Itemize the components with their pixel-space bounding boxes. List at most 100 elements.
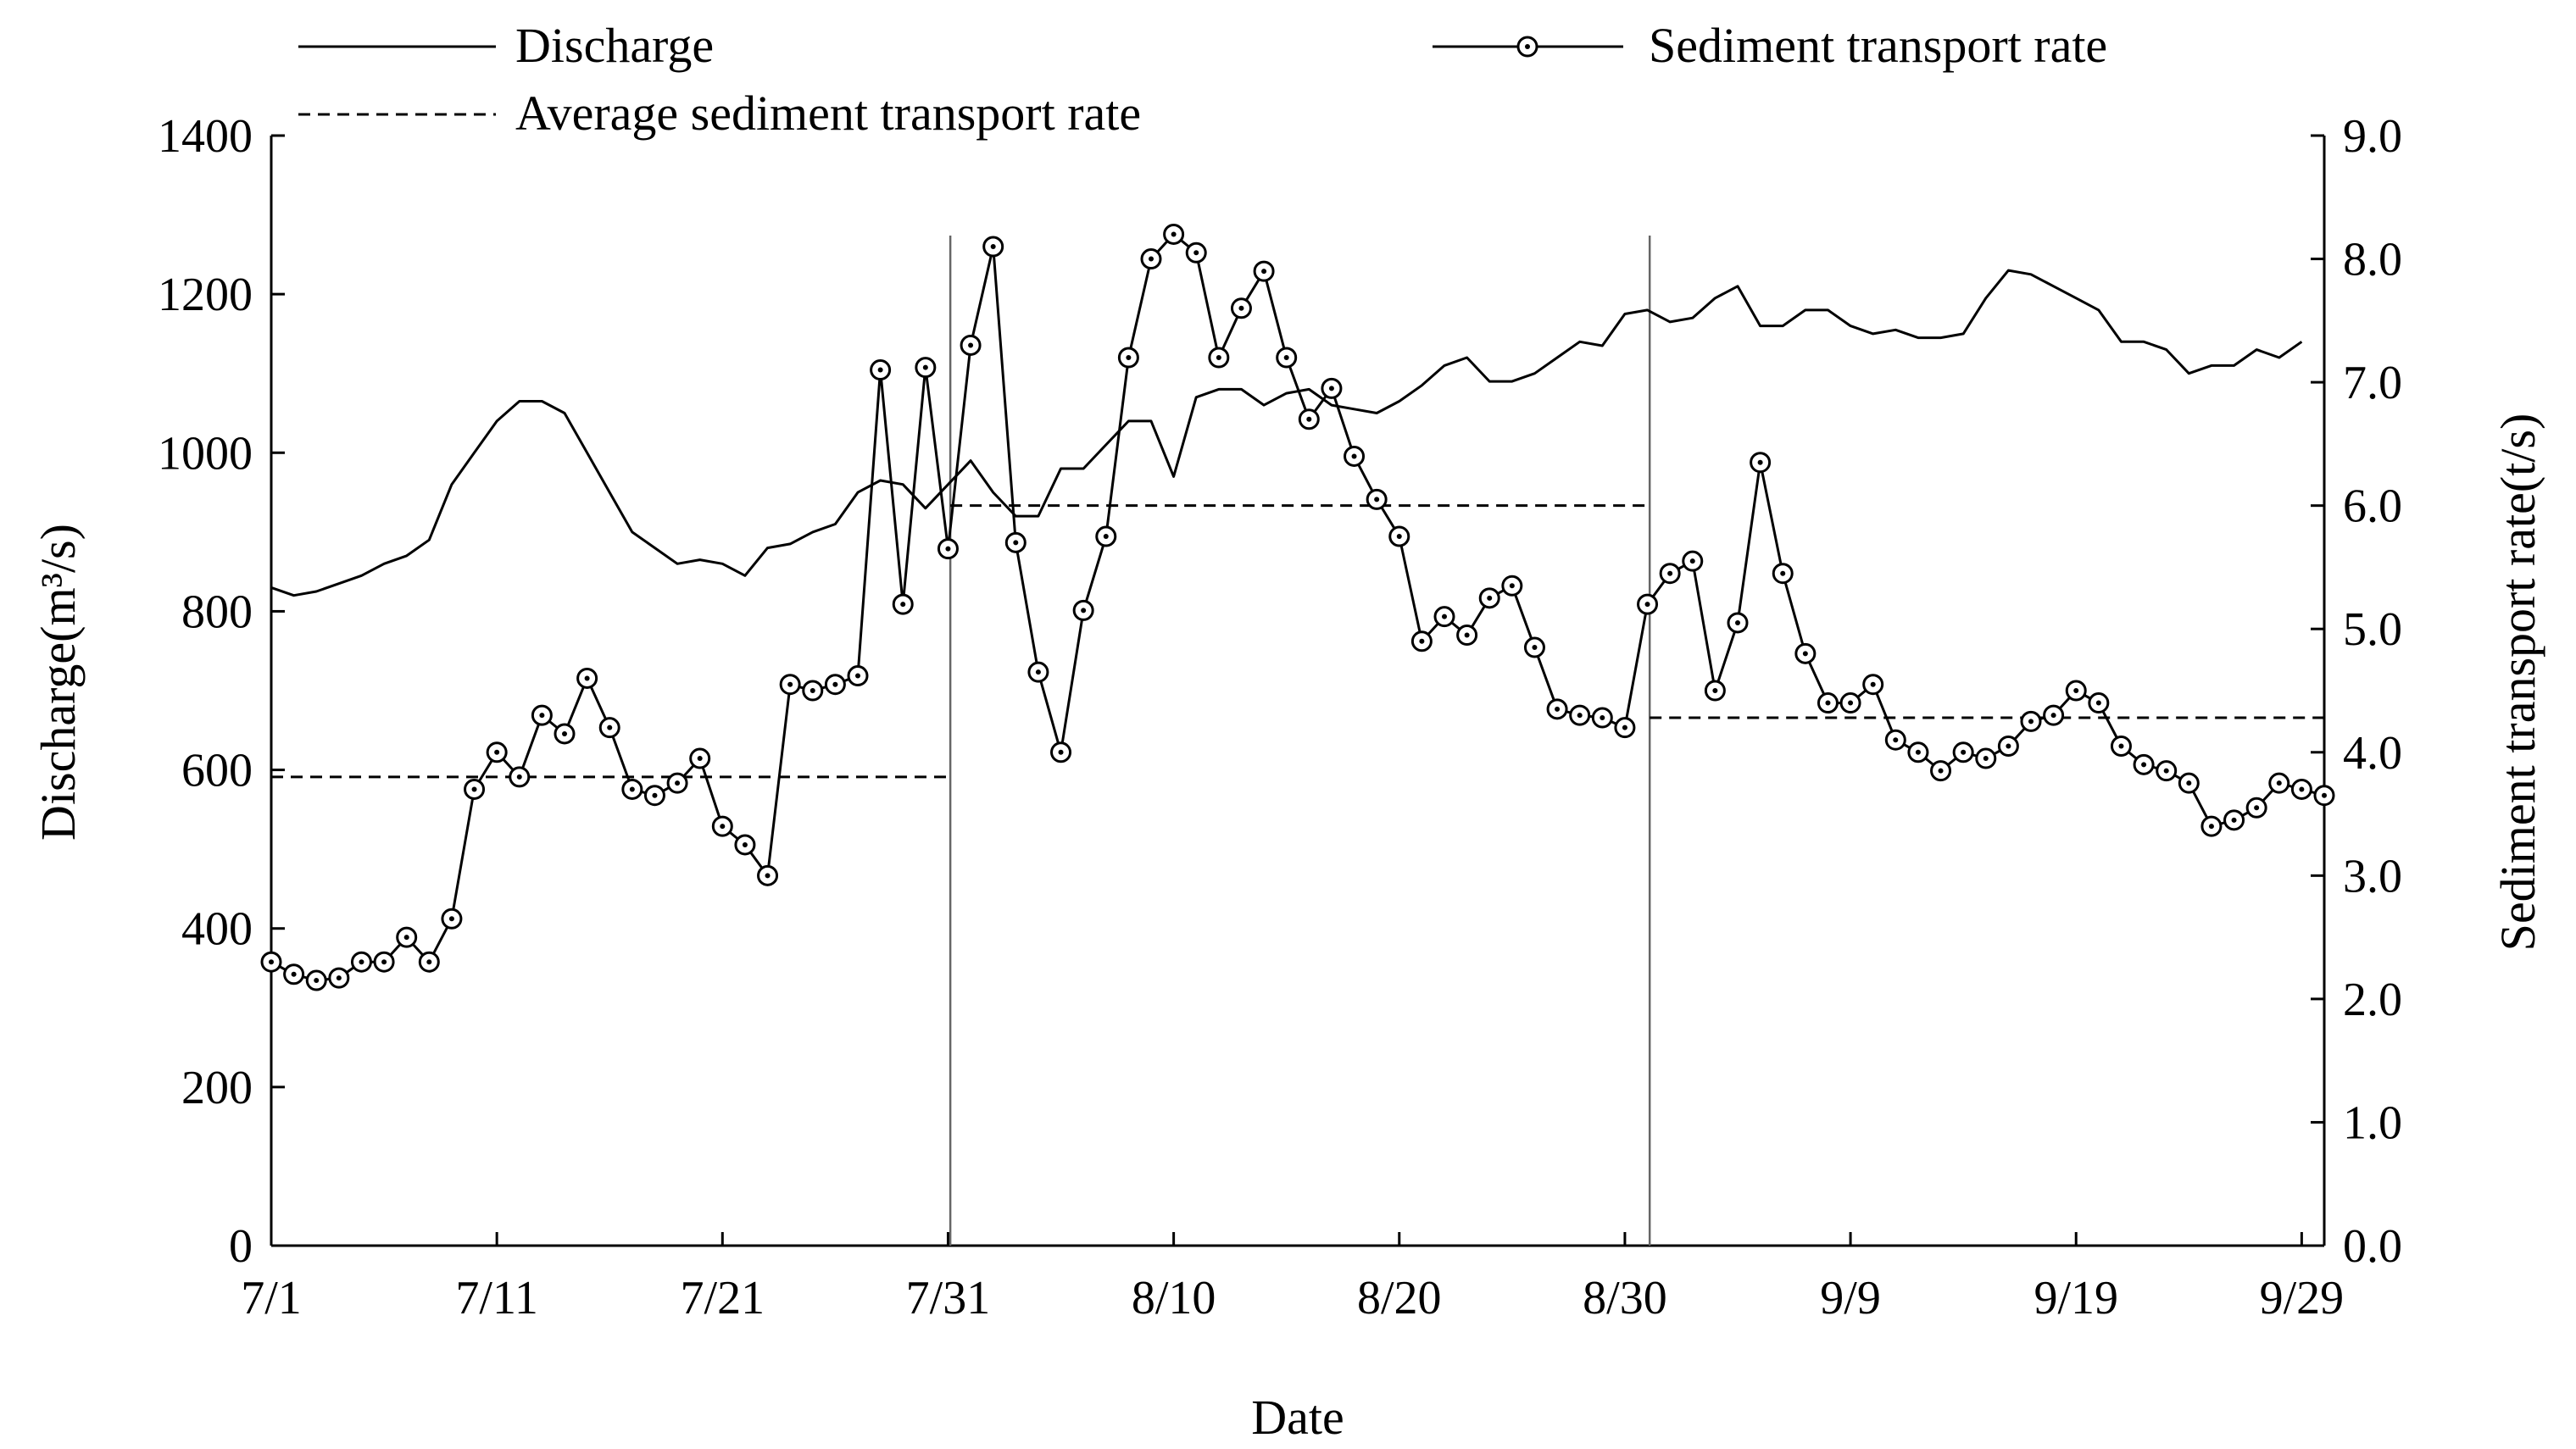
y-right-tick-label: 6.0 <box>2343 480 2402 533</box>
sediment-point <box>328 967 350 989</box>
sediment-point-center <box>426 959 432 965</box>
legend-sediment-marker-dot <box>1525 44 1530 49</box>
sediment-point <box>757 864 779 886</box>
sediment-point-center <box>1419 638 1425 644</box>
sediment-point-center <box>1870 681 1876 687</box>
sediment-point <box>1862 674 1884 696</box>
legend-sediment-label: Sediment transport rate <box>1649 18 2107 73</box>
average-sediment-lines <box>271 504 2324 779</box>
sediment-point-center <box>652 792 658 798</box>
sediment-point-center <box>1893 737 1899 743</box>
y-right-tick-label: 4.0 <box>2343 727 2402 780</box>
sediment-point <box>2200 815 2223 837</box>
sediment-point-center <box>855 673 860 679</box>
sediment-point-center <box>539 713 545 719</box>
sediment-point <box>2245 797 2267 819</box>
sediment-point <box>1952 741 1974 763</box>
y-right-axis-title: Sediment transport rate(t/s) <box>2490 414 2545 952</box>
sediment-point <box>870 359 892 381</box>
sediment-point-center <box>1013 540 1019 546</box>
sediment-point-center <box>403 935 409 941</box>
sediment-point <box>1772 563 1794 585</box>
x-tick-label: 9/9 <box>1820 1272 1881 1324</box>
sediment-point-center <box>675 780 681 786</box>
sediment-point-center <box>1938 768 1944 774</box>
y-right-tick-label: 7.0 <box>2343 357 2402 409</box>
sediment-point-center <box>1735 619 1740 625</box>
x-axis-title: Date <box>1251 1390 1344 1445</box>
sediment-point <box>1794 642 1817 664</box>
y-right-tick-label: 8.0 <box>2343 234 2402 286</box>
x-tick-label: 8/30 <box>1583 1272 1667 1324</box>
sediment-point <box>1569 704 1591 726</box>
sediment-point-center <box>2254 805 2260 811</box>
y-right-tick-label: 2.0 <box>2343 974 2402 1026</box>
sediment-point-center <box>1915 749 1921 755</box>
sediment-point <box>1704 680 1726 702</box>
sediment-point-center <box>1825 700 1831 706</box>
sediment-point-center <box>2208 824 2214 830</box>
y-left-tick-label: 0 <box>229 1220 253 1273</box>
sediment-point <box>531 704 553 726</box>
sediment-point-center <box>269 959 274 965</box>
sediment-point <box>1614 717 1636 739</box>
discharge-line <box>270 269 2303 597</box>
sediment-point <box>1027 661 1049 683</box>
sediment-point <box>373 951 395 973</box>
sediment-point-center <box>1532 645 1538 651</box>
sediment-point-center <box>1149 256 1154 262</box>
left-axis-ticks: 0 200 400 600 800 1000 1200 1400 <box>158 110 285 1273</box>
sediment-point-center <box>1058 749 1064 755</box>
sediment-point <box>1410 630 1433 652</box>
sediment-point-center <box>584 675 590 681</box>
sediment-point-center <box>494 749 500 755</box>
sediment-point <box>734 834 756 856</box>
sediment-point <box>1185 242 1207 264</box>
sediment-point <box>1817 692 1839 714</box>
sediment-point <box>283 963 305 985</box>
x-tick-label: 9/19 <box>2034 1272 2118 1324</box>
sediment-point <box>1072 599 1094 621</box>
sediment-point-center <box>877 367 883 373</box>
sediment-point <box>350 951 372 973</box>
sediment-point <box>892 593 914 615</box>
y-left-tick-label: 1400 <box>158 110 253 163</box>
y-left-axis-title: Discharge(m³/s) <box>31 524 86 841</box>
sediment-point-center <box>1961 749 1967 755</box>
sediment-point <box>1208 347 1230 369</box>
sediment-point-center <box>2028 719 2034 724</box>
sediment-point-center <box>381 959 387 965</box>
legend-item-average: Average sediment transport rate <box>298 86 1141 141</box>
sediment-point <box>2156 760 2178 782</box>
sediment-point-center <box>2186 780 2192 786</box>
y-right-tick-label: 9.0 <box>2343 110 2402 163</box>
sediment-point-center <box>1712 688 1718 693</box>
sediment-point <box>441 908 463 930</box>
sediment-point <box>1546 698 1568 720</box>
sediment-point <box>1975 747 1997 769</box>
sediment-point-center <box>2095 700 2101 706</box>
sediment-point <box>1366 488 1388 510</box>
sediment-point-center <box>1374 497 1380 502</box>
sediment-point <box>779 674 801 696</box>
sediment-point-center <box>1555 706 1561 712</box>
sediment-point-center <box>1035 669 1041 675</box>
sediment-point-center <box>336 975 342 981</box>
sediment-point-center <box>1802 651 1808 657</box>
sediment-point-center <box>1622 724 1627 730</box>
sediment-point-center <box>359 959 364 965</box>
sediment-point-center <box>1351 453 1357 459</box>
sediment-point-center <box>1283 355 1289 360</box>
sediment-point <box>666 772 688 794</box>
sediment-point <box>1659 563 1681 585</box>
sediment-point-center <box>1396 534 1402 540</box>
sediment-point <box>2020 710 2042 732</box>
sediment-point-center <box>1442 613 1447 619</box>
sediment-point <box>1907 741 1929 763</box>
legend-item-discharge: Discharge <box>298 18 714 73</box>
sediment-point <box>711 815 733 837</box>
sediment-point-center <box>448 916 454 922</box>
sediment-point <box>2290 778 2312 800</box>
sediment-point-center <box>1757 459 1763 465</box>
